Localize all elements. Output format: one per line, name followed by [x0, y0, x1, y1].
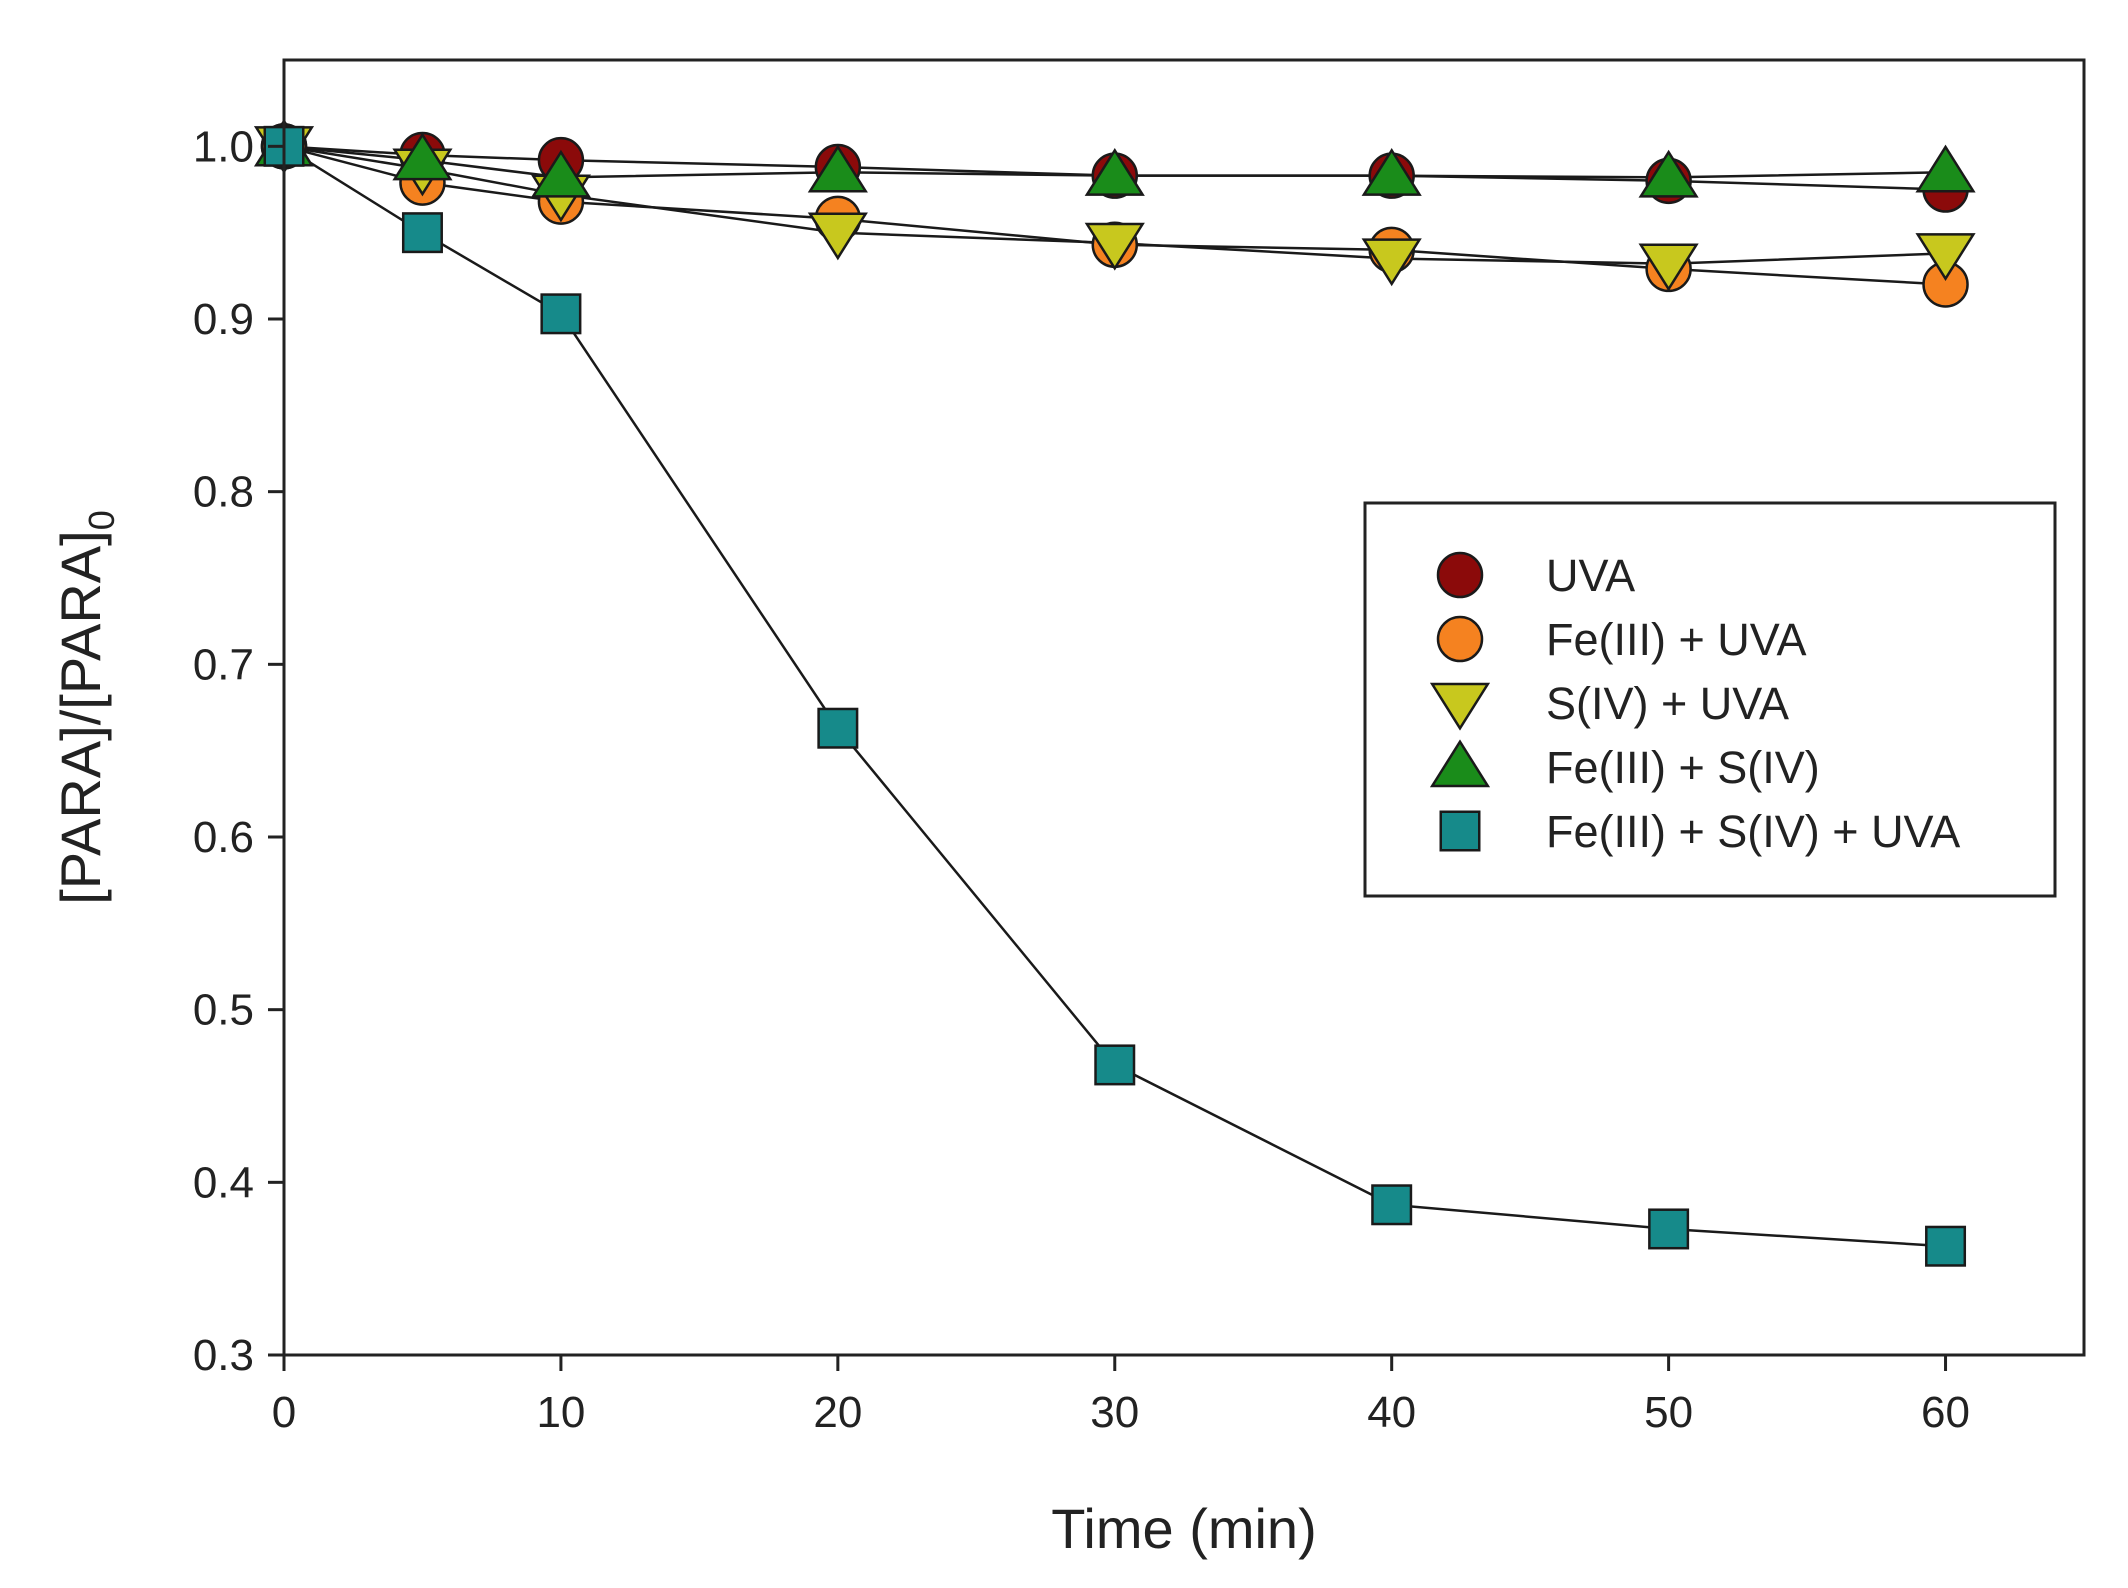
legend-item: Fe(III) + S(IV) + UVA — [1439, 806, 1960, 857]
y-tick-label: 0.5 — [193, 986, 254, 1035]
data-point-series-3 — [807, 144, 868, 193]
y-axis-title: [PARA]/[PARA] — [49, 530, 112, 904]
data-point-series-4 — [1648, 1208, 1690, 1250]
x-axis-title: Time (min) — [1051, 1497, 1316, 1560]
data-point-series-4 — [1371, 1184, 1413, 1226]
legend-marker — [1439, 810, 1481, 852]
x-axis-ticks: 0 10 20 30 40 50 60 — [272, 1355, 1970, 1437]
series-line-1 — [283, 145, 1946, 286]
legend-item: Fe(III) + S(IV) — [1429, 739, 1820, 793]
series-line-4 — [283, 145, 1946, 1248]
x-tick-label: 10 — [536, 1388, 585, 1437]
y-tick-label: 0.4 — [193, 1158, 254, 1207]
legend-item: S(IV) + UVA — [1429, 678, 1789, 731]
y-tick-label: 1.0 — [193, 122, 254, 171]
plot-frame — [282, 58, 2086, 1357]
x-tick-label: 50 — [1644, 1388, 1693, 1437]
x-tick-label: 60 — [1921, 1388, 1970, 1437]
data-point-series-2 — [1915, 233, 1976, 282]
y-tick-label: 0.8 — [193, 468, 254, 517]
data-point-series-3 — [1638, 149, 1699, 198]
data-point-series-2 — [807, 212, 868, 261]
legend-item: Fe(III) + UVA — [1436, 614, 1806, 665]
legend-items: UVA Fe(III) + UVA S(IV) + UVA Fe(III) + S(I… — [1429, 550, 1960, 857]
data-point-series-2 — [1084, 222, 1145, 271]
x-tick-label: 0 — [272, 1388, 296, 1437]
y-axis-title-subscript: 0 — [81, 510, 122, 530]
legend: UVA Fe(III) + UVA S(IV) + UVA Fe(III) + S(I… — [1363, 501, 2057, 898]
series-line-3 — [283, 145, 1946, 179]
data-point-series-4 — [540, 293, 582, 335]
legend-item: UVA — [1436, 550, 1635, 601]
x-tick-label: 30 — [1090, 1388, 1139, 1437]
svg-text:[PARA]/[PARA]0: [PARA]/[PARA]0 — [49, 510, 122, 905]
legend-marker — [1429, 739, 1491, 788]
data-point-series-2 — [1638, 243, 1699, 292]
data-point-series-4 — [1925, 1225, 1967, 1267]
data-point-series-3 — [1084, 148, 1145, 196]
y-tick-label: 0.7 — [193, 640, 254, 689]
legend-label: UVA — [1546, 550, 1635, 601]
legend-label: Fe(III) + UVA — [1546, 614, 1806, 665]
y-axis-ticks: 0.3 0.4 0.5 0.6 0.7 0.8 0.9 1.0 — [193, 122, 284, 1380]
x-tick-label: 20 — [813, 1388, 862, 1437]
data-point-series-2 — [1361, 238, 1422, 287]
y-tick-label: 0.3 — [193, 1331, 254, 1380]
legend-label: Fe(III) + S(IV) — [1546, 742, 1820, 793]
y-tick-label: 0.6 — [193, 813, 254, 862]
y-tick-label: 0.9 — [193, 295, 254, 344]
legend-marker — [1436, 615, 1484, 663]
data-point-series-4 — [817, 707, 859, 749]
data-point-series-3 — [1361, 148, 1422, 196]
data-point-series-4 — [1094, 1044, 1136, 1086]
legend-marker — [1429, 682, 1491, 731]
legend-label: S(IV) + UVA — [1546, 678, 1789, 729]
data-point-series-4 — [401, 212, 443, 254]
x-tick-label: 40 — [1367, 1388, 1416, 1437]
data-point-series-3 — [1915, 144, 1976, 193]
legend-marker — [1436, 551, 1484, 599]
data-point-series-3 — [530, 149, 592, 198]
legend-label: Fe(III) + S(IV) + UVA — [1546, 806, 1960, 857]
y-axis-title-group: [PARA]/[PARA]0 — [49, 510, 122, 905]
data-point-series-3 — [392, 132, 453, 181]
marker-layer — [253, 118, 1976, 1267]
